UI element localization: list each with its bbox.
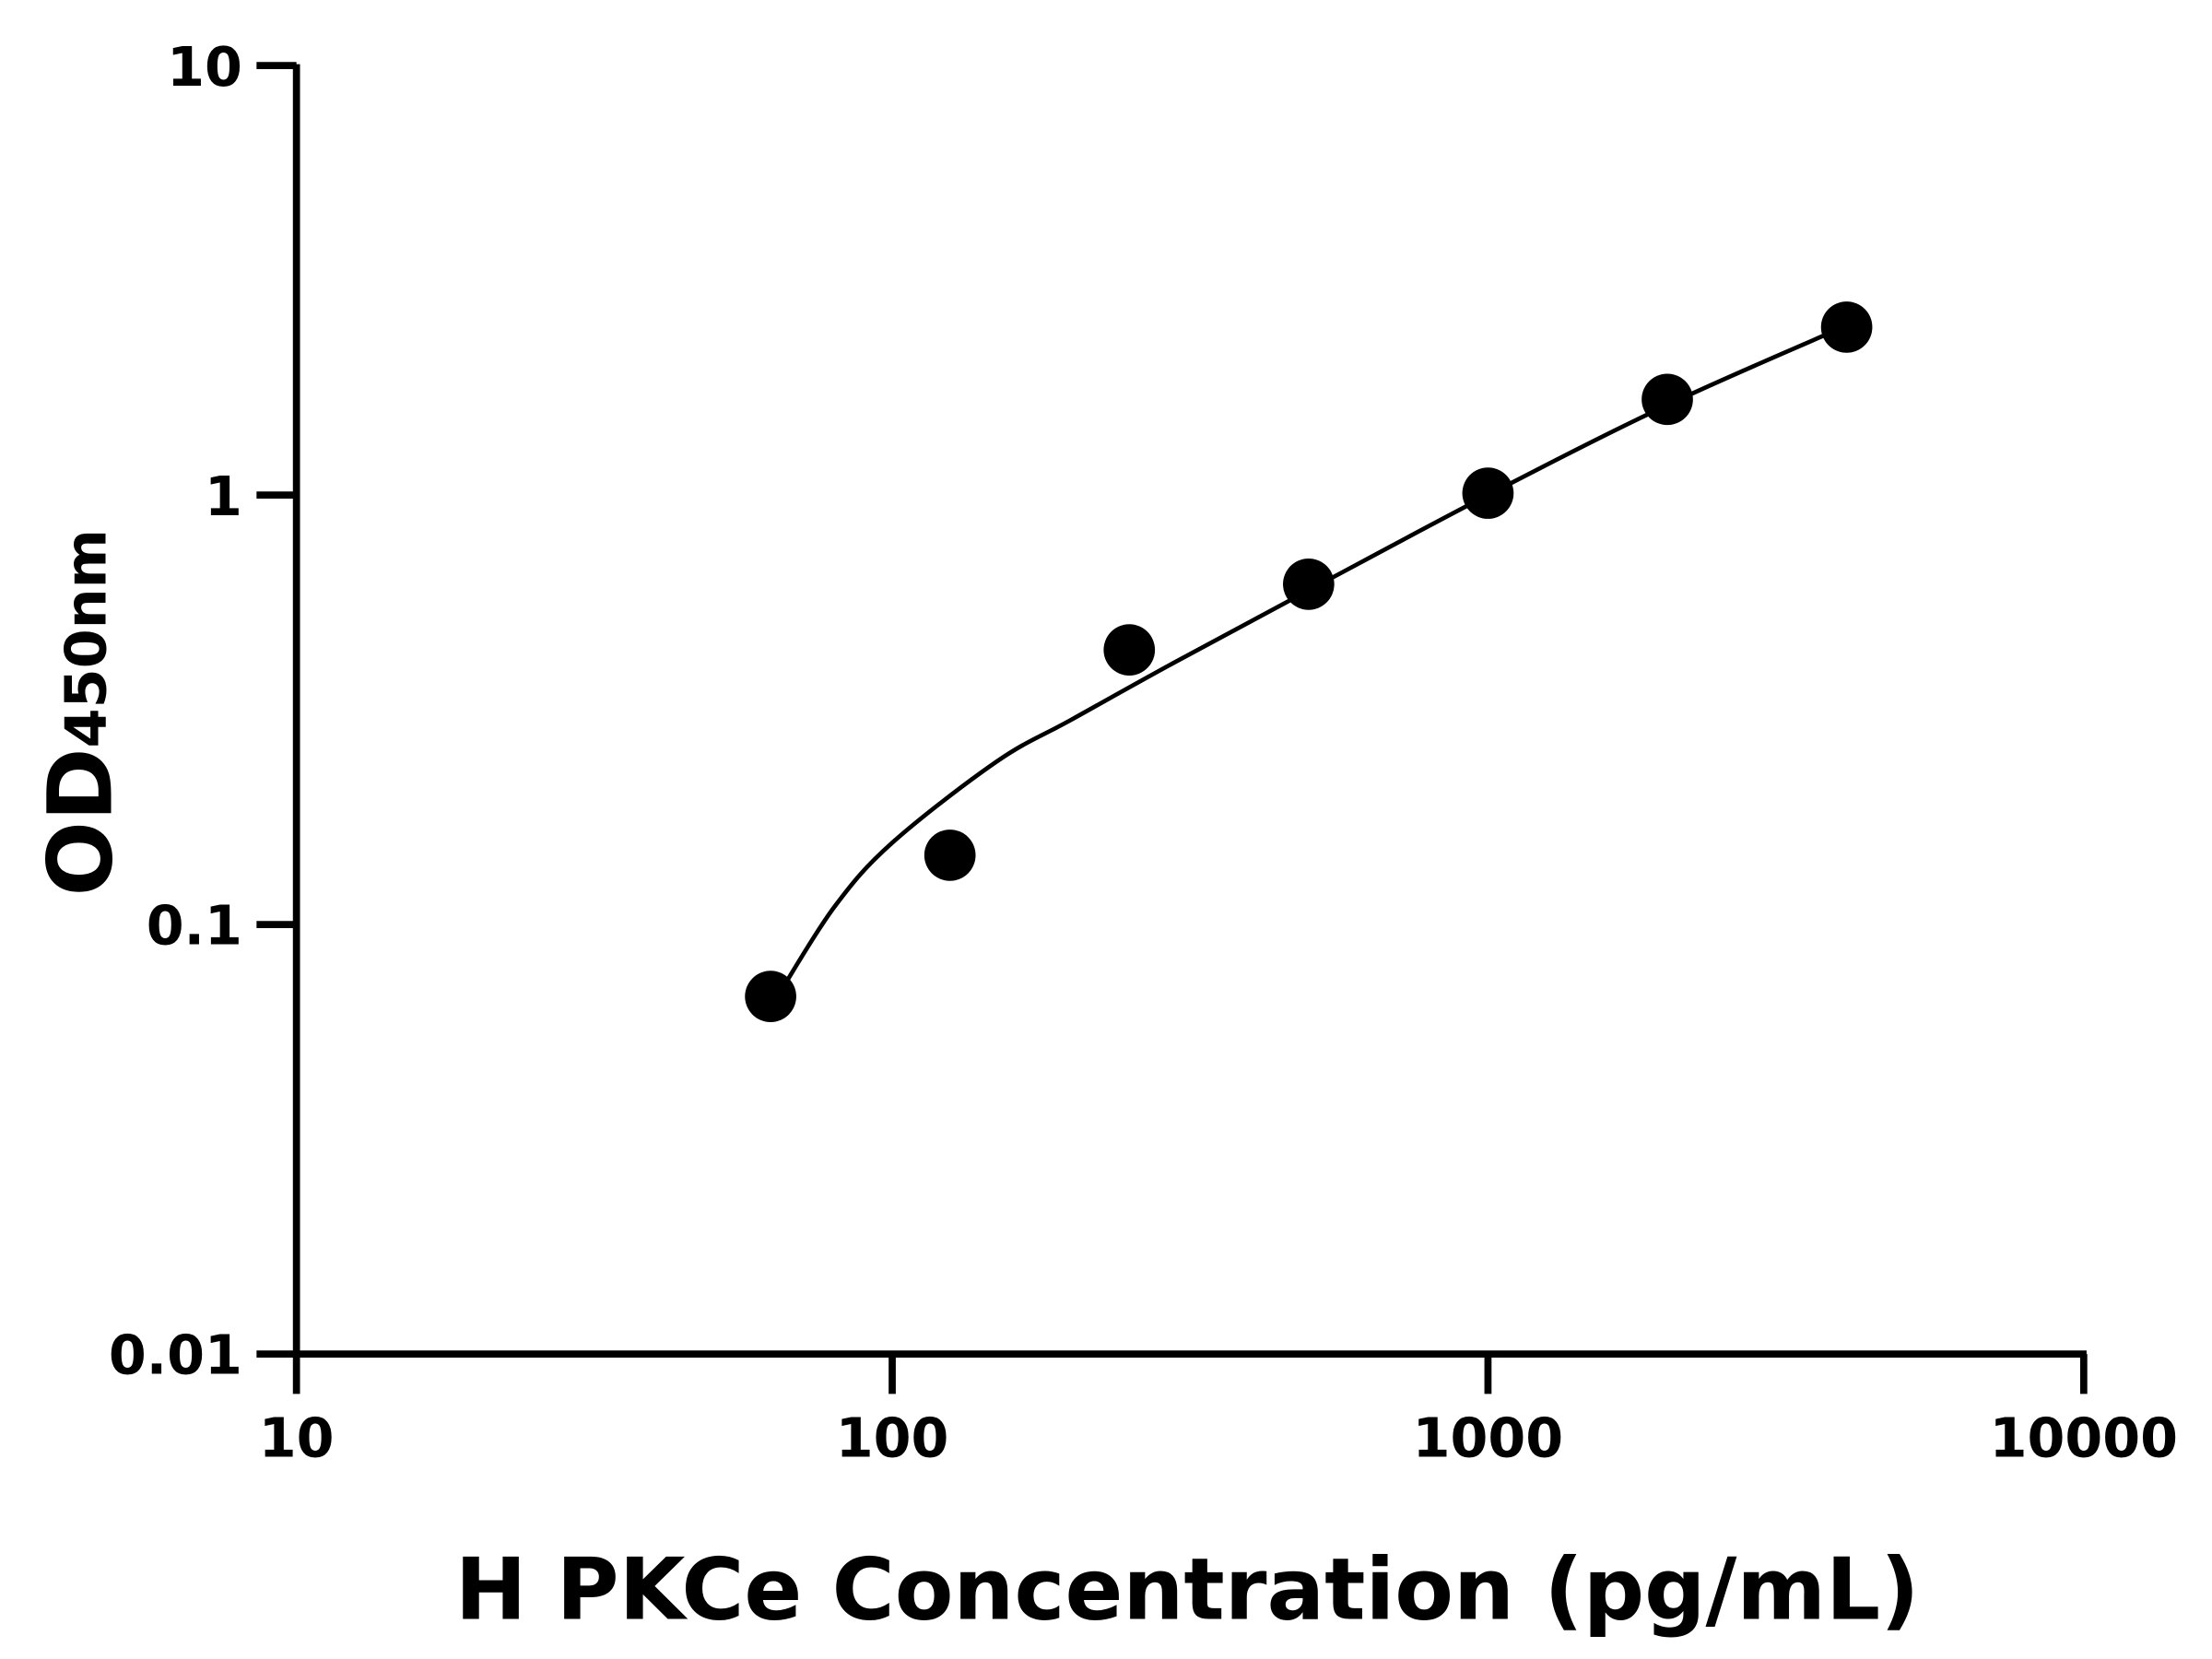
y-axis-label-subscript: 450nm [53, 529, 119, 748]
y-ticks: 0.01 0.1 1 10 [109, 35, 297, 1387]
x-ticks: 10 100 1000 10000 [259, 1354, 2178, 1469]
data-point [1820, 301, 1873, 353]
data-point [924, 830, 976, 881]
y-axis-label: OD450nm [29, 529, 133, 897]
y-tick-label: 1 [205, 465, 242, 528]
data-point [745, 971, 796, 1022]
data-point [1462, 467, 1514, 519]
data-point [1103, 624, 1156, 676]
x-tick-label: 100 [836, 1406, 949, 1469]
x-tick-label: 10 [259, 1406, 335, 1469]
fit-curve [779, 324, 1848, 993]
data-point [1641, 373, 1693, 426]
data-point [1283, 559, 1335, 610]
x-axis-label: H PKCe Concentration (pg/mL) [455, 1540, 1920, 1640]
data-points [745, 301, 1873, 1022]
y-axis-label-main: OD [29, 747, 133, 896]
x-tick-label: 1000 [1413, 1406, 1564, 1469]
x-tick-label: 10000 [1990, 1406, 2178, 1469]
y-tick-label: 10 [167, 35, 242, 99]
y-tick-label: 0.1 [147, 894, 242, 958]
axes [292, 64, 2087, 1358]
y-tick-label: 0.01 [109, 1324, 242, 1387]
